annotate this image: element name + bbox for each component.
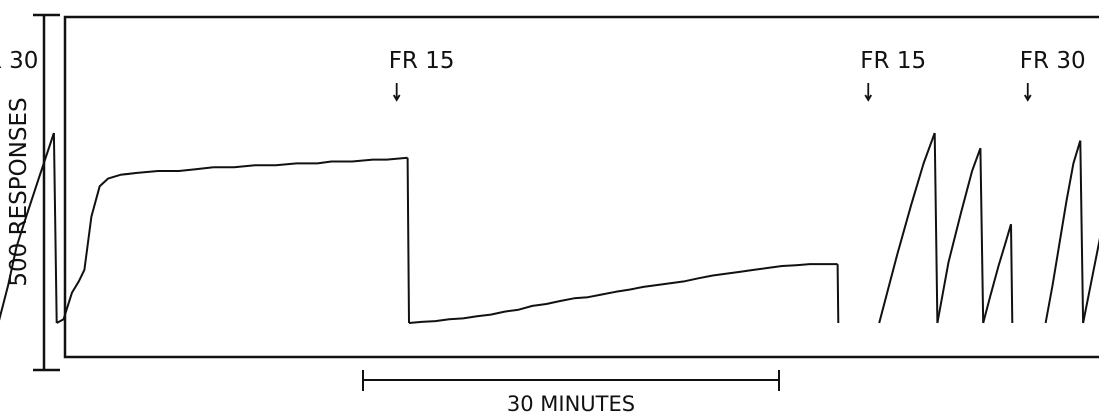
curve-3-segment-3 bbox=[979, 148, 985, 324]
curve-1-segment-4 bbox=[406, 157, 410, 324]
schedule-label-4: FR 30 bbox=[1020, 48, 1086, 74]
curve-4-segment-1 bbox=[1079, 140, 1085, 324]
curve-4-segment-0 bbox=[1044, 140, 1082, 324]
time-scale-bar bbox=[362, 370, 780, 391]
schedule-label-2: FR 15 bbox=[389, 48, 455, 74]
curve-1-segment-0 bbox=[0, 132, 55, 321]
curve-3-segment-0 bbox=[878, 132, 936, 324]
time-scale-label: 30 MINUTES bbox=[507, 392, 635, 415]
curve-1-segment-2 bbox=[56, 166, 214, 324]
schedule-arrow-3 bbox=[864, 83, 873, 102]
curve-4-segment-2 bbox=[1082, 237, 1099, 324]
curve-3-segment-2 bbox=[936, 147, 982, 324]
curve-2-segment-1 bbox=[836, 264, 840, 324]
y-axis-label: 500 RESPONSES bbox=[6, 97, 32, 286]
schedule-label-1: FR 30 bbox=[0, 48, 38, 74]
schedule-arrow-2 bbox=[392, 83, 401, 102]
schedule-label-3: FR 15 bbox=[860, 48, 926, 74]
plot-frame bbox=[63, 15, 1099, 359]
curve-3-segment-1 bbox=[933, 132, 939, 324]
cumulative-curves bbox=[0, 132, 1099, 324]
curve-1-segment-1 bbox=[52, 132, 58, 324]
curve-2-segment-0 bbox=[408, 263, 838, 324]
curve-3-segment-4 bbox=[982, 223, 1012, 324]
curve-3-segment-5 bbox=[1010, 224, 1014, 324]
schedule-arrow-4 bbox=[1023, 83, 1032, 102]
curve-1-segment-3 bbox=[213, 156, 408, 169]
response-scale-bar bbox=[33, 13, 60, 372]
